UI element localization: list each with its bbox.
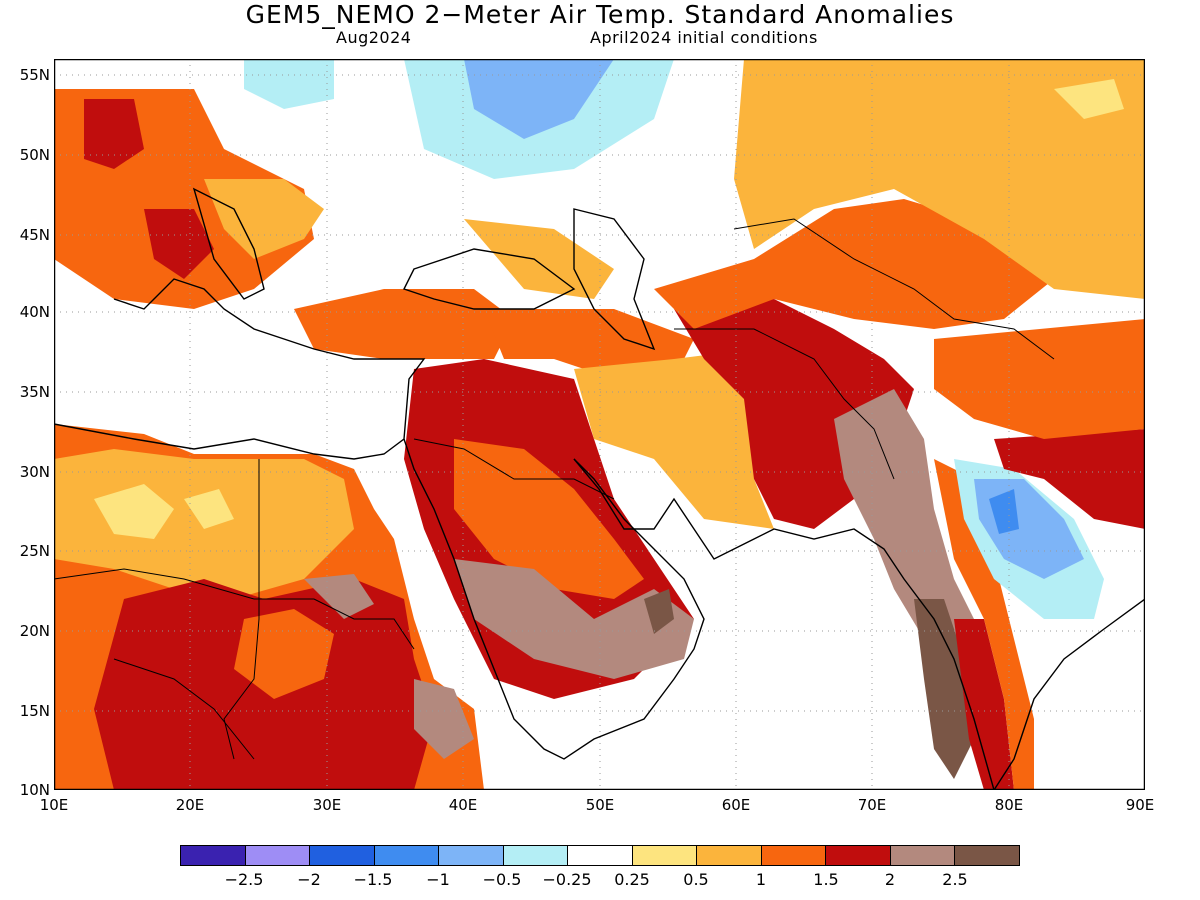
anomaly-region-turkey-orange (294, 289, 514, 359)
lat-label-25n: 25N (19, 542, 50, 560)
colorbar-swatch (503, 846, 569, 865)
colorbar-swatch (245, 846, 311, 865)
country-borders (54, 218, 1055, 760)
colorbar-label: −0.5 (482, 870, 522, 889)
anomaly-region-pakistan-brown (834, 389, 974, 659)
anomaly-region-arabia-orange (454, 439, 644, 599)
anomaly-region-centralasia-orange (654, 199, 1054, 329)
colorbar-swatch (439, 846, 504, 865)
colorbar-label: 1 (755, 870, 767, 889)
lat-label-50n: 50N (19, 146, 50, 164)
anomaly-region-baltic-lightblue (244, 59, 334, 109)
colorbar-swatch (374, 846, 440, 865)
lon-label-30e: 30E (312, 796, 342, 814)
anomaly-region-russia-blue (464, 59, 614, 139)
lat-label-45n: 45N (19, 226, 50, 244)
colorbar-swatch (568, 846, 633, 865)
lon-label-10e: 10E (39, 796, 69, 814)
colorbar-swatch (632, 846, 698, 865)
anomaly-region-iraq-orange (484, 309, 694, 379)
anomaly-region-africa-brown-2 (414, 679, 474, 759)
lon-label-20e: 20E (175, 796, 205, 814)
map-frame (54, 59, 1145, 790)
anomaly-region-kazakhstan-lightorange (734, 59, 1145, 299)
anomaly-region-siberia-yellow (1054, 79, 1124, 119)
lat-label-55n: 55N (19, 66, 50, 84)
lat-label-15n: 15N (19, 702, 50, 720)
lat-label-10n: 10N (19, 781, 50, 799)
forecast-month: Aug2024 (336, 28, 412, 47)
coastlines (54, 187, 1145, 790)
anomaly-region-europe-darkred (84, 99, 144, 169)
anomaly-region-arabia-brown (454, 559, 694, 679)
colorbar-label: −2 (297, 870, 321, 889)
colorbar-swatch (697, 846, 762, 865)
anomaly-region-tibet-darkred (994, 429, 1145, 529)
colorbar-swatch (890, 846, 956, 865)
colorbar-swatch (826, 846, 891, 865)
anomaly-region-caspian-lightorange (464, 219, 614, 299)
anomaly-map (54, 59, 1145, 790)
anomaly-region-africa-yellow-2 (184, 489, 234, 529)
colorbar-label: −1.5 (353, 870, 393, 889)
anomaly-region-china-orange (934, 319, 1145, 439)
colorbar-label: 1.5 (813, 870, 839, 889)
colorbar-label: −2.5 (224, 870, 264, 889)
colorbar-swatch (955, 846, 1019, 865)
anomaly-region-oman-darkbrown (644, 589, 674, 634)
lat-label-40n: 40N (19, 303, 50, 321)
colorbar (180, 845, 1020, 866)
anomaly-region-europe-lightorange (204, 179, 324, 259)
lat-label-35n: 35N (19, 383, 50, 401)
lon-label-80e: 80E (994, 796, 1024, 814)
anomaly-region-iran-lightorange (574, 349, 774, 529)
anomaly-region-africa-brown (304, 574, 374, 619)
lon-label-90e: 90E (1125, 796, 1155, 814)
colorbar-swatch (761, 846, 827, 865)
colorbar-swatch (310, 846, 375, 865)
lon-label-70e: 70E (857, 796, 887, 814)
colorbar-swatch (181, 846, 246, 865)
colorbar-label: −1 (426, 870, 450, 889)
colorbar-label: 2 (884, 870, 896, 889)
lon-label-60e: 60E (721, 796, 751, 814)
lon-label-40e: 40E (448, 796, 478, 814)
colorbar-label: 0.5 (683, 870, 709, 889)
colorbar-label: −0.25 (542, 870, 592, 889)
lon-label-50e: 50E (585, 796, 615, 814)
lat-label-20n: 20N (19, 622, 50, 640)
anomaly-region-balkans-darkred (144, 209, 214, 279)
initial-conditions: April2024 initial conditions (590, 28, 818, 47)
colorbar-label: 0.25 (614, 870, 650, 889)
map-title: GEM5_NEMO 2−Meter Air Temp. Standard Ano… (245, 0, 955, 29)
anomaly-region-india-midblue (989, 489, 1019, 534)
lat-label-30n: 30N (19, 463, 50, 481)
anomaly-region-africa-yellow (94, 484, 174, 539)
colorbar-label: 2.5 (942, 870, 968, 889)
anomaly-region-india-darkred (954, 619, 1014, 790)
